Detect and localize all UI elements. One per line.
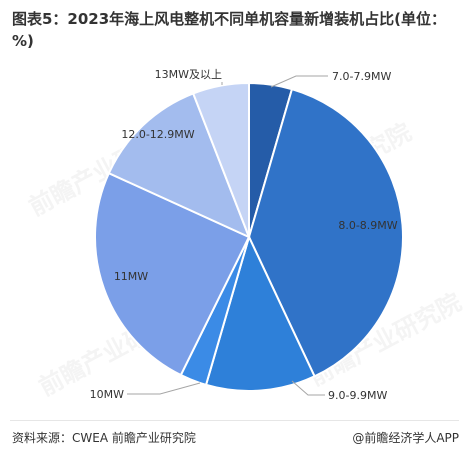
- pie-slice-9.0-9.9MW: [204, 234, 316, 392]
- source-note: 资料来源：CWEA 前瞻产业研究院: [12, 431, 196, 445]
- pie-slice-12.0-12.9MW: [107, 92, 251, 239]
- slice-label-8.0-8.9MW: 8.0-8.9MW: [338, 219, 397, 232]
- pie-slices: [94, 81, 404, 392]
- brand-credit: @前瞻经济学人APP: [352, 431, 459, 445]
- slice-label-13MW及以上: 13MW及以上: [155, 68, 222, 81]
- slice-label-12.0-12.9MW: 12.0-12.9MW: [121, 128, 194, 141]
- pie-slice-11MW: [94, 171, 251, 377]
- leader-line-10MW: [127, 382, 201, 395]
- leader-line-9.0-9.9MW: [291, 380, 325, 396]
- leader-line-7.0-7.9MW: [270, 75, 328, 88]
- slice-label-10MW: 10MW: [90, 388, 124, 401]
- footer-divider: [10, 420, 459, 421]
- pie-slice-8.0-8.9MW: [247, 87, 404, 378]
- pie-slice-13MW及以上: [191, 81, 250, 238]
- leader-lines: [127, 75, 328, 396]
- chart-title: 图表5：2023年海上风电整机不同单机容量新增装机占比(单位：%): [12, 10, 447, 50]
- slice-labels: 7.0-7.9MW 8.0-8.9MW 9.0-9.9MW 10MW 11MW 12.0-…: [90, 68, 398, 402]
- slice-label-11MW: 11MW: [114, 270, 148, 283]
- slice-label-7.0-7.9MW: 7.0-7.9MW: [332, 70, 391, 83]
- slice-label-9.0-9.9MW: 9.0-9.9MW: [328, 389, 387, 402]
